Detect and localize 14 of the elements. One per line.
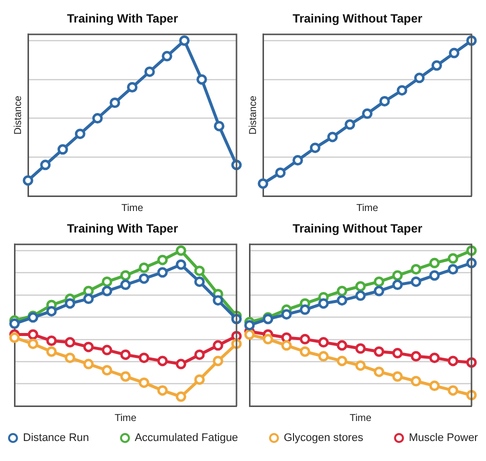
chart-title: Training With Taper: [66, 222, 178, 236]
x-axis-title: Time: [121, 202, 144, 214]
legend-label: Accumulated Fatigue: [134, 432, 238, 444]
x-axis-title: Time: [114, 412, 137, 424]
x-axis-title: Time: [350, 412, 372, 424]
chart-title: Training Without Taper: [292, 222, 423, 236]
chart-title: Training With Taper: [66, 12, 178, 26]
y-axis-title: Distance: [248, 95, 259, 135]
legend-label: Glycogen stores: [284, 432, 364, 444]
x-axis-title: Time: [356, 202, 379, 214]
y-axis-title: Distance: [12, 95, 24, 135]
legend-label: Muscle Power: [408, 432, 478, 444]
legend-label: Distance Run: [23, 432, 90, 444]
chart-title: Training Without Taper: [292, 12, 423, 26]
